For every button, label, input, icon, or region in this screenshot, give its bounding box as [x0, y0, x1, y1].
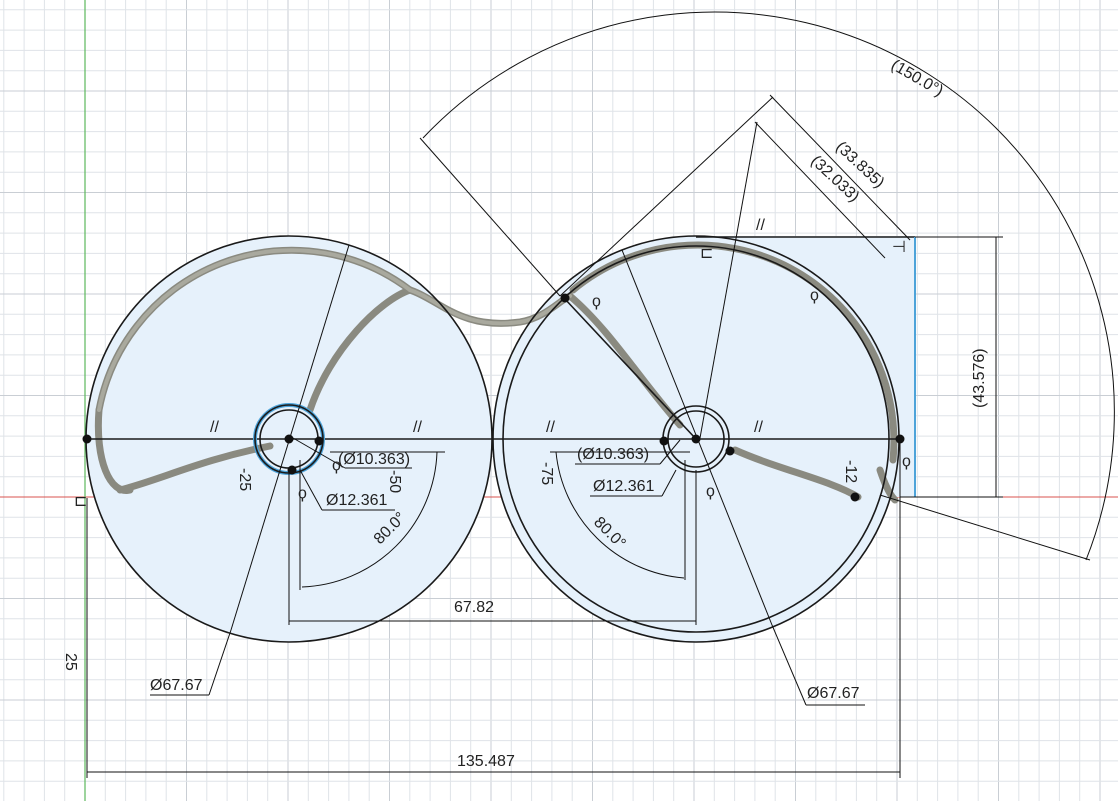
- tangent-constraint-icon: ϙ: [810, 287, 819, 304]
- parallel-constraint-icon: //: [546, 419, 555, 436]
- parallel-constraint-icon: //: [756, 217, 765, 234]
- sketch-geometry[interactable]: [82, 235, 916, 643]
- left-hub-outer-label: Ø12.361: [326, 492, 387, 509]
- vertical-offset-label: 25: [62, 653, 79, 671]
- horizontal-constraint-icon: ⊏: [74, 493, 87, 510]
- fix-constraint-icon: ⊣: [892, 239, 906, 256]
- right-diameter-label: Ø67.67: [807, 685, 860, 702]
- tangent-constraint-icon: ϙ: [706, 483, 715, 500]
- offset-right-b-label: -12: [842, 460, 859, 483]
- parallel-constraint-icon: //: [413, 419, 422, 436]
- offset-left-a-label: -25: [236, 468, 253, 491]
- horizontal-constraint-icon: ⊏: [700, 245, 713, 262]
- dimension-lines: [86, 11, 1115, 778]
- overall-width-label: 135.487: [457, 753, 515, 770]
- tangent-constraint-icon: ϙ: [298, 485, 307, 502]
- right-hub-inner-label: (Ø10.363): [577, 446, 649, 463]
- right-hub-outer-label: Ø12.361: [593, 478, 654, 495]
- left-hub-inner-label: (Ø10.363): [338, 451, 410, 468]
- tangent-constraint-icon: ϙ: [902, 453, 911, 470]
- parallel-constraint-icon: //: [210, 419, 219, 436]
- height-label: (43.576): [971, 348, 988, 408]
- center-distance-label: 67.82: [454, 599, 494, 616]
- parallel-constraint-icon: //: [754, 419, 763, 436]
- constraint-glyphs[interactable]: // // // // // ϙ ϙ ϙ ϙ ϙ ϙ ⊏ ⊏ ⊣: [74, 217, 911, 510]
- tangent-constraint-icon: ϙ: [332, 457, 341, 474]
- left-diameter-label: Ø67.67: [150, 677, 203, 694]
- offset-right-a-label: -75: [538, 462, 555, 485]
- tangent-constraint-icon: ϙ: [592, 293, 601, 310]
- offset-left-b-label: -50: [386, 470, 403, 493]
